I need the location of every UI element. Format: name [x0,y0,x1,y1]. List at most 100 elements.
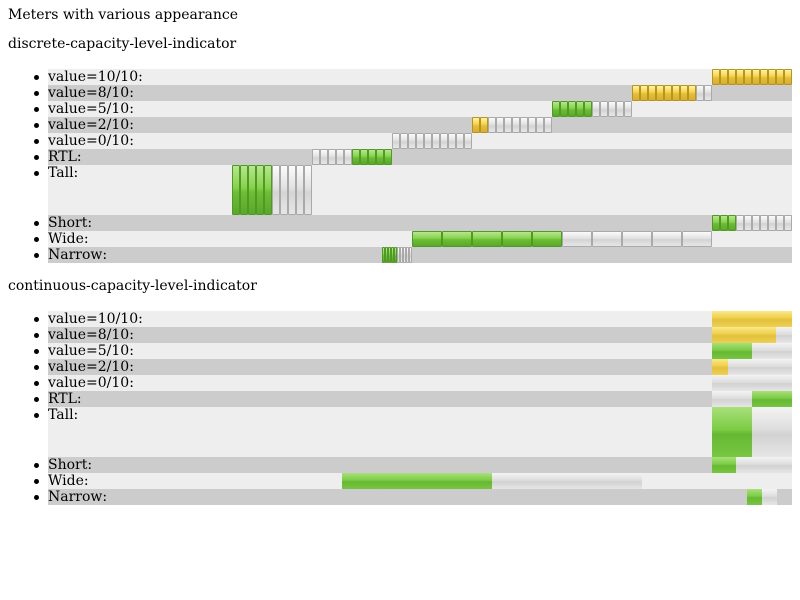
meter-segment-empty [296,165,304,215]
meter-label: Short: [48,215,93,231]
meter-segment-filled [472,231,502,247]
meter-label: value=10/10: [48,311,143,327]
meter-label: RTL: [48,149,82,165]
meter-segment-empty [652,231,682,247]
meter-segment-filled [568,101,576,117]
bullet-icon [34,479,39,484]
bullet-icon [34,221,39,226]
meter-fill [712,359,728,375]
meter-segment-empty [496,117,504,133]
continuous-meter-value-5-10 [712,343,792,359]
meter-segment-filled [752,69,760,85]
discrete-meter-value-5-10 [552,101,632,117]
meter-label: Wide: [48,231,89,247]
meter-segment-empty [344,149,352,165]
meter-segment-empty [608,101,616,117]
discrete-meter-wide [412,231,712,247]
meter-segment-empty [696,85,704,101]
meter-segment-filled [232,165,240,215]
meter-segment-filled [728,69,736,85]
meter-segment-filled [360,149,368,165]
page-title: Meters with various appearance [8,7,239,23]
meter-segment-empty [312,149,320,165]
meter-label: value=0/10: [48,375,134,391]
meter-segment-empty [704,85,712,101]
meter-segment-filled [385,247,388,263]
meter-segment-empty [424,133,432,149]
meter-segment-empty [622,231,652,247]
discrete-meter-short [712,215,792,231]
meter-segment-filled [388,247,391,263]
meter-fill [712,343,752,359]
meter-segment-empty [464,133,472,149]
continuous-meter-value-2-10 [712,359,792,375]
bullet-icon [34,495,39,500]
meter-segment-empty [397,247,400,263]
meter-segment-empty [409,247,412,263]
meter-segment-filled [776,69,784,85]
list-item: Tall: [34,165,792,215]
meter-segment-empty [416,133,424,149]
meter-segment-empty [682,231,712,247]
meter-segment-empty [320,149,328,165]
meter-label: value=8/10: [48,327,134,343]
meter-segment-empty [392,133,400,149]
meter-segment-empty [304,165,312,215]
discrete-meter-value-8-10 [632,85,712,101]
list-item: Narrow: [34,489,792,505]
list-item: Narrow: [34,247,792,263]
meter-segment-filled [672,85,680,101]
meter-segment-empty [336,149,344,165]
meter-segment-filled [656,85,664,101]
meter-track [712,359,792,375]
meter-fill [712,457,736,473]
list-item: RTL: [34,391,792,407]
discrete-meter-narrow [382,247,412,263]
list-item: value=5/10: [34,343,792,359]
meter-fill [712,327,776,343]
meter-segment-empty [280,165,288,215]
bullet-icon [34,413,39,418]
list-item: value=2/10: [34,117,792,133]
list-item: value=2/10: [34,359,792,375]
bullet-icon [34,123,39,128]
meter-segment-empty [403,247,406,263]
continuous-meter-value-10-10 [712,311,792,327]
list-item: Wide: [34,473,792,489]
bullet-icon [34,75,39,80]
list-item: value=10/10: [34,311,792,327]
meter-segment-filled [394,247,397,263]
meter-segment-filled [720,215,728,231]
meter-segment-filled [384,149,392,165]
meter-fill [342,473,492,489]
meter-segment-filled [728,215,736,231]
meter-segment-filled [240,165,248,215]
meter-segment-empty [592,101,600,117]
list-item: Short: [34,457,792,473]
meter-segment-filled [412,231,442,247]
meter-segment-empty [272,165,280,215]
meter-segment-empty [400,247,403,263]
bullet-icon [34,463,39,468]
meter-label: Narrow: [48,489,108,505]
meter-label: value=2/10: [48,359,134,375]
continuous-meter-value-0-10 [712,375,792,391]
meter-segment-empty [536,117,544,133]
continuous-meter-rtl [712,391,792,407]
meter-segment-filled [502,231,532,247]
meter-segment-empty [400,133,408,149]
meter-segment-filled [442,231,472,247]
meter-segment-empty [624,101,632,117]
discrete-meter-value-0-10 [392,133,472,149]
meter-label: Wide: [48,473,89,489]
meter-segment-filled [720,69,728,85]
meter-label: value=5/10: [48,101,134,117]
meter-segment-empty [562,231,592,247]
meter-label: value=2/10: [48,117,134,133]
meter-segment-filled [784,69,792,85]
meter-segment-filled [768,69,776,85]
meter-segment-empty [616,101,624,117]
meter-label: Tall: [48,165,79,181]
meter-segment-empty [406,247,409,263]
meter-segment-filled [688,85,696,101]
